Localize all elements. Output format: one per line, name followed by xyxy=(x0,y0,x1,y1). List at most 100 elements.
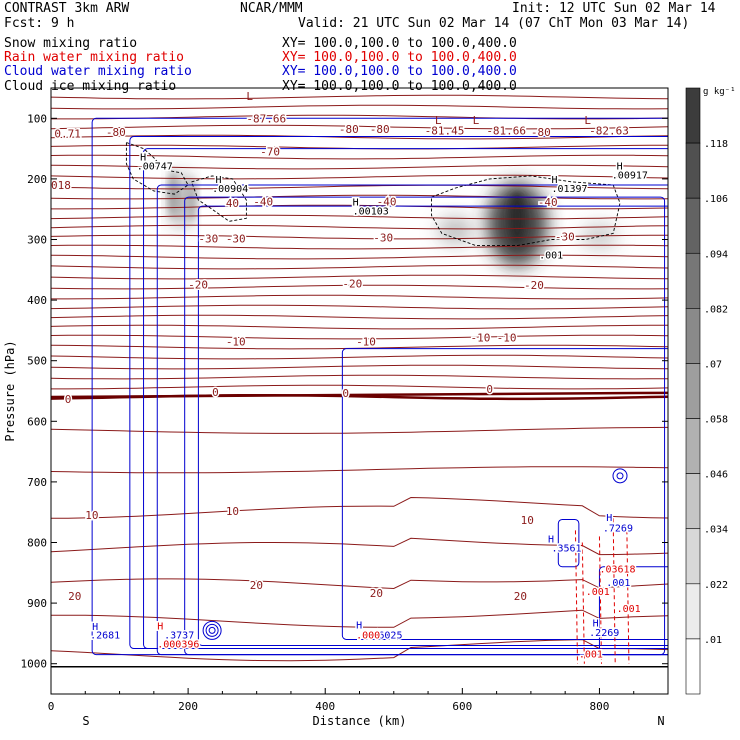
colorbar-tick-label: .07 xyxy=(704,359,722,370)
isotherm-line xyxy=(51,154,668,160)
isotherm-label: 018 xyxy=(51,179,71,192)
isotherm-label: -10 xyxy=(226,335,246,348)
isotherm-label: 10 xyxy=(85,509,98,522)
colorbar-swatch xyxy=(685,473,701,530)
center-title: NCAR/MMM xyxy=(240,1,303,16)
isotherm-line xyxy=(51,426,668,434)
isotherm-label: 0 xyxy=(65,393,72,406)
y-tick-label: 600 xyxy=(27,415,47,428)
isotherm-label: -10 xyxy=(356,335,376,348)
cloud-water-contour xyxy=(341,348,668,640)
isotherm-label: -80 xyxy=(370,123,390,136)
x-tick-label: 600 xyxy=(452,700,472,713)
isotherm-line xyxy=(51,224,668,230)
isotherm-label: 20 xyxy=(514,590,527,603)
isotherm-label: 10 xyxy=(521,514,534,527)
isotherm-label: 20 xyxy=(68,590,81,603)
cloud-ice-label: H xyxy=(617,162,623,173)
colorbar-tick-label: .046 xyxy=(704,470,728,481)
isotherm-line xyxy=(51,314,668,320)
low-marker: L xyxy=(473,114,480,127)
isotherm-line xyxy=(51,466,668,474)
isotherm-label: -30 xyxy=(198,232,218,245)
rain-contour xyxy=(581,542,585,664)
cloud-water-contour xyxy=(184,196,666,656)
colorbar-tick-label: .022 xyxy=(704,580,728,591)
isotherm-line xyxy=(51,274,668,280)
cloud-ice-outline xyxy=(125,142,189,195)
forecast-hour: Fcst: 9 h xyxy=(4,16,75,31)
field-label-cloud-ice: Cloud ice mixing ratio xyxy=(4,79,177,94)
low-marker: L xyxy=(584,114,591,127)
rain-label: .001 xyxy=(579,649,603,660)
colorbar-swatch xyxy=(685,638,701,695)
colorbar-swatch xyxy=(685,252,701,309)
field-label-cloud-water: Cloud water mixing ratio xyxy=(4,64,192,79)
cloud-water-contour xyxy=(202,620,222,640)
isotherm-label: -82.63 xyxy=(589,124,629,137)
field-label-rain: Rain water mixing ratio xyxy=(4,50,185,65)
colorbar-tick-label: .058 xyxy=(704,415,728,426)
xy-cloud-ice: XY= 100.0,100.0 to 100.0,400.0 xyxy=(282,79,517,94)
isotherm-label: -20 xyxy=(342,278,362,291)
x-end-label-north: N xyxy=(657,714,664,728)
x-tick-label: 800 xyxy=(590,700,610,713)
isotherm-line xyxy=(51,124,668,130)
valid-time: Valid: 21 UTC Sun 02 Mar 14 (07 ChT Mon … xyxy=(298,16,690,31)
cloud-water-label: H xyxy=(548,534,554,545)
isotherm-label: -80 xyxy=(531,126,551,139)
rain-label: .001 xyxy=(586,587,610,598)
y-tick-label: 700 xyxy=(27,476,47,489)
cloud-water-contour xyxy=(143,148,668,650)
colorbar-unit: g kg⁻¹ xyxy=(703,87,736,97)
isotherm-label: -80 xyxy=(106,126,126,139)
snow-core xyxy=(509,192,526,245)
model-title: CONTRAST 3km ARW xyxy=(4,1,130,16)
isotherm-line xyxy=(51,354,668,360)
isotherm-line xyxy=(51,214,668,220)
cloud-water-label: H xyxy=(356,620,362,631)
isotherm-label: 40 xyxy=(226,197,239,210)
y-tick-label: 400 xyxy=(27,294,47,307)
rain-contour xyxy=(598,536,603,664)
cloud-water-contour xyxy=(557,518,580,568)
cloud-water-label: .2681 xyxy=(90,631,120,642)
isotherm-line xyxy=(51,254,668,260)
isotherm-line xyxy=(51,578,668,590)
y-tick-label: 900 xyxy=(27,597,47,610)
snow-blob xyxy=(581,222,618,251)
isotherm-label: -10 xyxy=(497,332,517,345)
colorbar-tick-label: .082 xyxy=(704,304,728,315)
isotherm-line xyxy=(51,334,668,340)
cloud-ice-label: H xyxy=(216,175,222,186)
rain-contour xyxy=(612,518,616,664)
y-tick-label: 300 xyxy=(27,234,47,247)
isotherm-line xyxy=(51,174,668,180)
cloud-water-label: H xyxy=(593,618,599,629)
isotherm-label: -30 xyxy=(373,232,393,245)
isotherm-line xyxy=(51,204,668,210)
isotherm-label: -10 xyxy=(471,332,491,345)
isotherm-line xyxy=(51,244,668,250)
rain-contour xyxy=(626,530,630,664)
cloud-water-label: .3561 xyxy=(551,543,581,554)
cloud-ice-outline xyxy=(191,175,247,222)
isotherm-line xyxy=(51,609,668,628)
colorbar-swatch xyxy=(685,363,701,419)
cloud-water-label: .001 xyxy=(606,578,630,589)
y-tick-label: 500 xyxy=(27,355,47,368)
isotherm-line xyxy=(51,324,668,330)
isotherm-label: 20 xyxy=(370,587,383,600)
isotherm-line xyxy=(51,384,668,390)
cloud-ice-label: .00747 xyxy=(137,162,173,173)
isotherm-label: -40 xyxy=(253,195,273,208)
rain-contour xyxy=(574,530,579,664)
isotherm-line xyxy=(51,234,668,240)
cloud-ice-label: .01397 xyxy=(551,184,587,195)
isotherm-line xyxy=(51,294,668,300)
rain-label: .000396 xyxy=(157,640,199,651)
x-tick-label: 400 xyxy=(315,700,335,713)
cloud-ice-label: .00917 xyxy=(612,171,648,182)
x-axis-title: Distance (km) xyxy=(313,714,407,728)
isotherm-label: 0 xyxy=(212,386,219,399)
